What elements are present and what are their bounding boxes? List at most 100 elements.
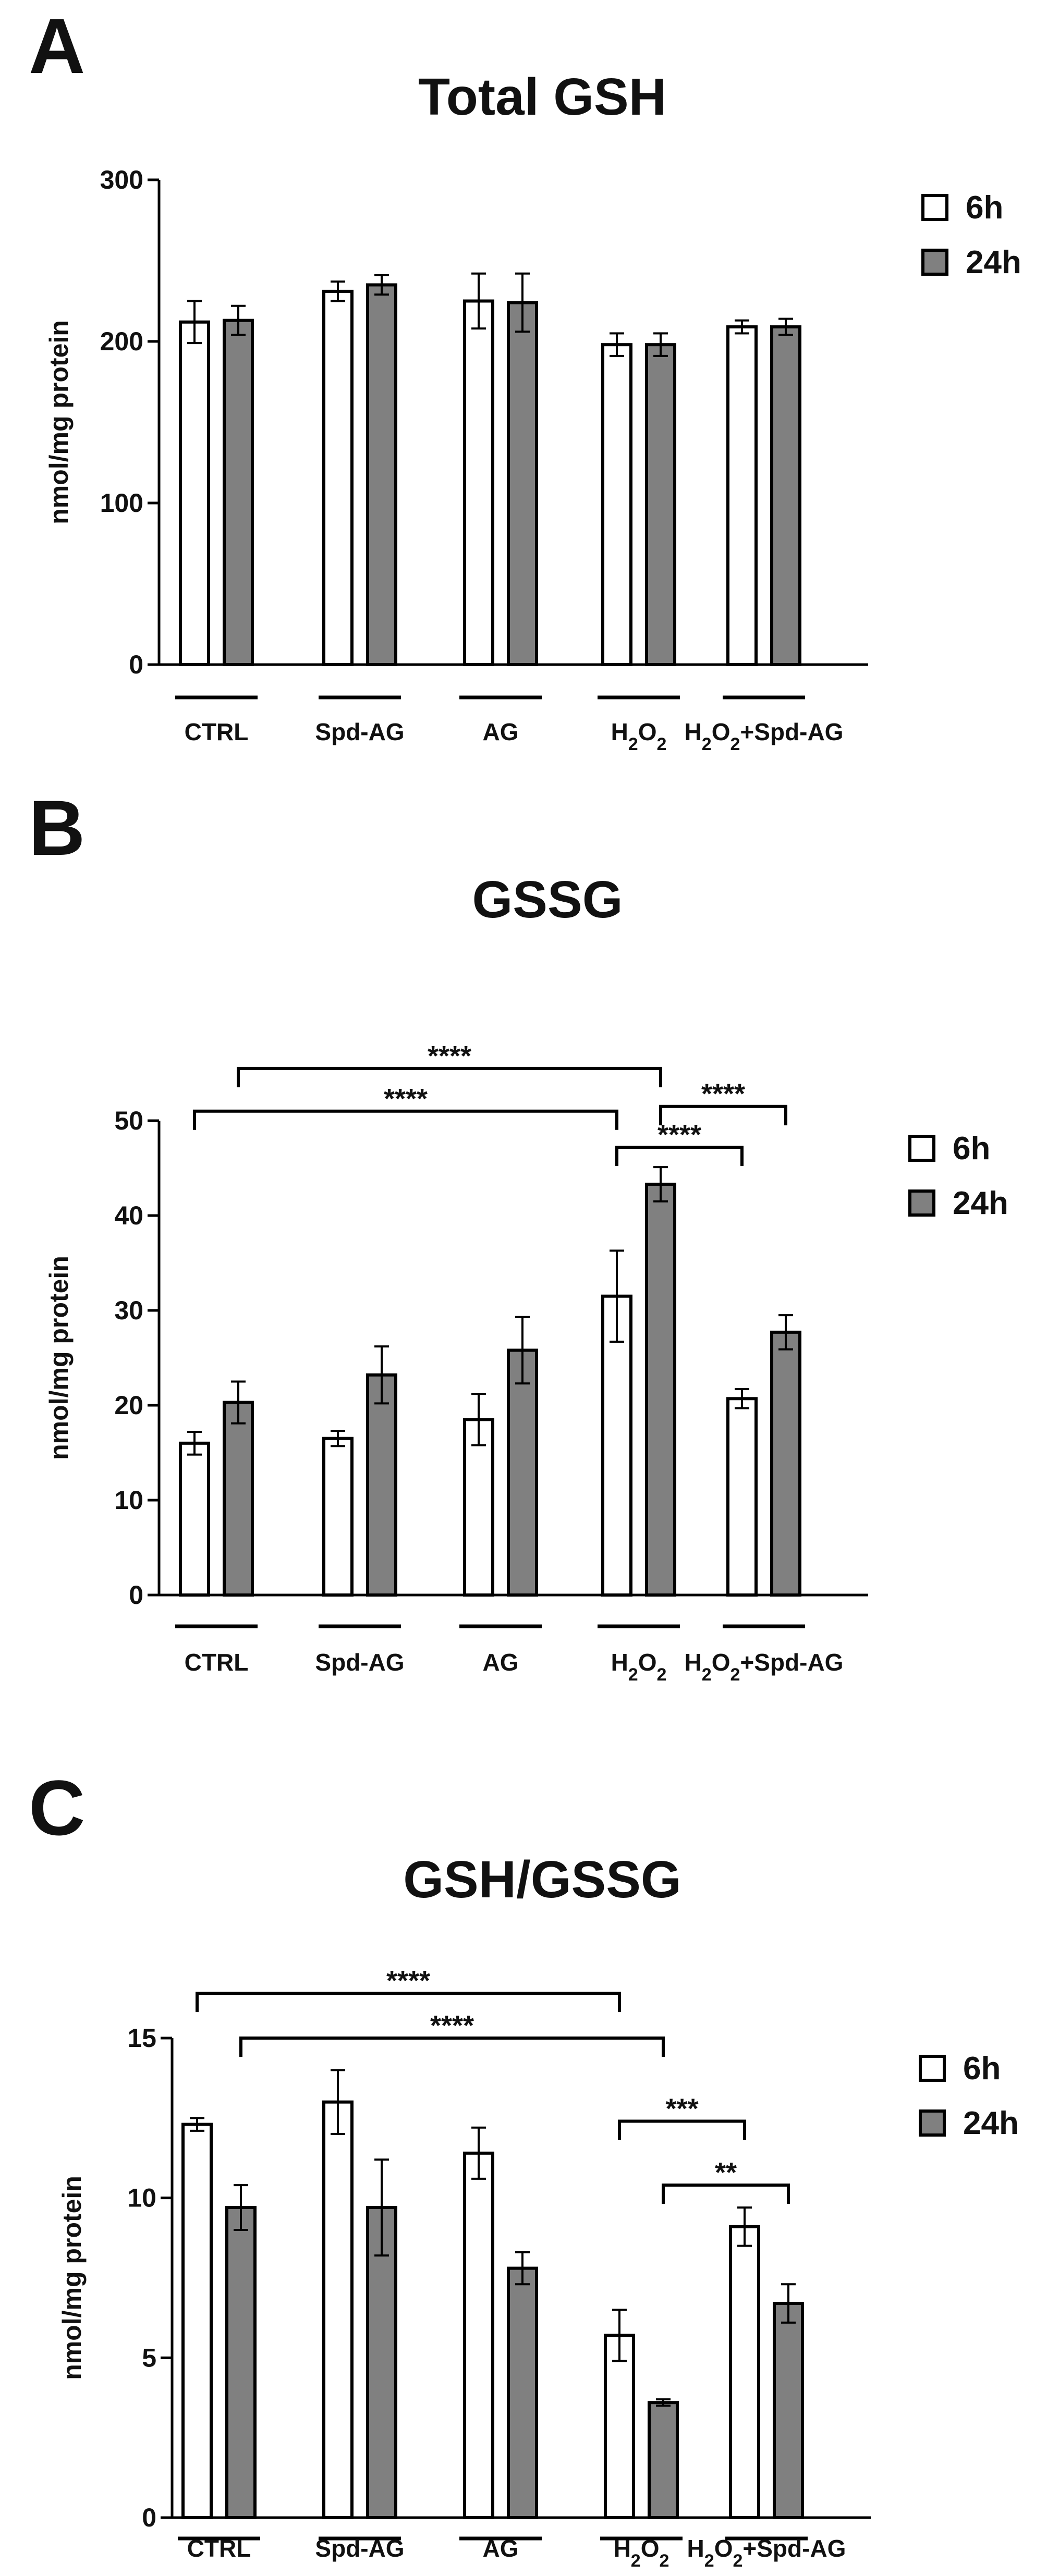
category-label: H2O2 <box>611 1649 667 1685</box>
bar-24h-AG <box>507 2266 538 2520</box>
significance-bracket <box>196 1992 621 2013</box>
bar-6h-CTRL <box>181 2123 213 2520</box>
y-tick-label: 200 <box>100 327 143 356</box>
y-tick-label: 0 <box>129 650 143 679</box>
bar-6h-H2O2+Spd-AG <box>726 1397 758 1597</box>
bar-6h-AG <box>463 299 494 666</box>
significance-bracket <box>662 2184 790 2204</box>
y-tick-label: 100 <box>100 488 143 518</box>
bar-24h-CTRL <box>223 318 254 666</box>
panel-b: B GSSG 0 10 20 30 40 50 nmol/mg protein CTRL Spd-A… <box>29 784 1008 1685</box>
category-label: AG <box>483 718 519 745</box>
legend-label: 6h <box>953 1131 990 1167</box>
category-label: H2O2+Spd-AG <box>685 1649 844 1685</box>
y-axis-label: nmol/mg protein <box>44 1256 74 1460</box>
bar-24h-CTRL <box>225 2206 257 2520</box>
chart-title: GSSG <box>472 870 623 929</box>
significance-bracket <box>239 2037 665 2057</box>
panel-a: A Total GSH 0 100 200 300 nmol/mg protein CTRL S… <box>29 2 1021 754</box>
category-label: H2O2+Spd-AG <box>685 718 844 754</box>
y-tick-label: 0 <box>142 2503 156 2532</box>
significance-label: ** <box>715 2157 737 2188</box>
y-tick-label: 15 <box>127 2023 156 2053</box>
bar-6h-AG <box>463 2151 494 2519</box>
significance-label: **** <box>384 1083 428 1114</box>
panel-letter: C <box>29 1764 85 1851</box>
category-label: Spd-AG <box>315 718 404 745</box>
bar-6h-Spd-AG <box>322 1437 354 1597</box>
chart-title: Total GSH <box>418 68 666 126</box>
legend-swatch-24h <box>921 249 948 276</box>
y-tick-label: 20 <box>114 1391 143 1420</box>
significance-label: *** <box>665 2093 698 2124</box>
legend-label: 24h <box>966 244 1021 280</box>
bar-24h-H2O2 <box>645 1182 676 1597</box>
bar-24h-H2O2 <box>648 2401 679 2520</box>
bar-24h-AG <box>507 1348 538 1597</box>
y-axis-label: nmol/mg protein <box>57 2176 87 2380</box>
bar-24h-Spd-AG <box>366 283 397 666</box>
bar-24h-H2O2 <box>645 343 676 666</box>
y-tick-label: 10 <box>127 2184 156 2213</box>
y-tick-label: 0 <box>129 1580 143 1610</box>
y-tick-label: 5 <box>142 2343 156 2372</box>
bar-6h-AG <box>463 1418 494 1597</box>
category-label: CTRL <box>187 2535 251 2562</box>
category-label: Spd-AG <box>315 1649 404 1676</box>
bar-24h-H2O2+Spd-AG <box>770 325 801 666</box>
category-label: H2O2+Spd-AG <box>687 2535 846 2571</box>
significance-bracket <box>615 1145 744 1166</box>
legend-swatch-6h <box>919 2055 946 2082</box>
bar-6h-Spd-AG <box>322 2100 354 2520</box>
bar-24h-AG <box>507 301 538 666</box>
panel-c: C GSH/GSSG 0 5 10 15 nmol/mg protein CTRL Spd-AG… <box>29 1764 1019 2571</box>
significance-bracket <box>237 1066 662 1087</box>
y-tick-label: 10 <box>114 1486 143 1515</box>
y-tick-label: 30 <box>114 1296 143 1325</box>
significance-label: **** <box>386 1965 430 1996</box>
legend-swatch-24h <box>908 1189 935 1217</box>
bar-24h-CTRL <box>223 1401 254 1597</box>
legend-label: 6h <box>963 2051 1001 2087</box>
legend-label: 6h <box>966 190 1003 226</box>
significance-label: **** <box>658 1119 701 1150</box>
panel-letter: A <box>29 2 85 90</box>
category-label: CTRL <box>185 718 249 745</box>
bar-6h-H2O2 <box>601 1294 632 1597</box>
bar-6h-H2O2 <box>604 2334 635 2519</box>
bar-24h-Spd-AG <box>366 2206 397 2520</box>
significance-label: **** <box>701 1078 745 1110</box>
legend-swatch-24h <box>919 2109 946 2137</box>
bar-6h-H2O2+Spd-AG <box>726 325 758 666</box>
y-tick-label: 300 <box>100 165 143 194</box>
legend-swatch-6h <box>921 194 948 221</box>
bar-6h-H2O2 <box>601 343 632 666</box>
significance-bracket <box>618 2119 746 2140</box>
y-tick-label: 50 <box>114 1106 143 1135</box>
significance-label: **** <box>428 1040 471 1072</box>
y-axis-label: nmol/mg protein <box>44 320 74 524</box>
significance-label: **** <box>430 2010 474 2041</box>
bar-6h-CTRL <box>179 320 210 666</box>
category-label: Spd-AG <box>315 2535 404 2562</box>
category-label: CTRL <box>185 1649 249 1676</box>
panel-letter: B <box>29 784 85 872</box>
bar-24h-Spd-AG <box>366 1373 397 1597</box>
legend-swatch-6h <box>908 1135 935 1162</box>
y-tick-label: 40 <box>114 1201 143 1230</box>
bar-6h-H2O2+Spd-AG <box>729 2225 760 2520</box>
category-label: H2O2 <box>611 718 667 754</box>
chart-title: GSH/GSSG <box>403 1850 681 1909</box>
significance-bracket <box>193 1109 618 1130</box>
legend-label: 24h <box>963 2105 1019 2141</box>
category-label: AG <box>483 1649 519 1676</box>
category-label: AG <box>483 2535 519 2562</box>
bar-24h-H2O2+Spd-AG <box>773 2302 804 2520</box>
bar-24h-H2O2+Spd-AG <box>770 1330 801 1597</box>
bar-6h-CTRL <box>179 1441 210 1597</box>
category-label: H2O2 <box>614 2535 669 2571</box>
significance-bracket <box>659 1105 787 1125</box>
legend-label: 24h <box>953 1185 1008 1221</box>
bar-6h-Spd-AG <box>322 289 354 666</box>
